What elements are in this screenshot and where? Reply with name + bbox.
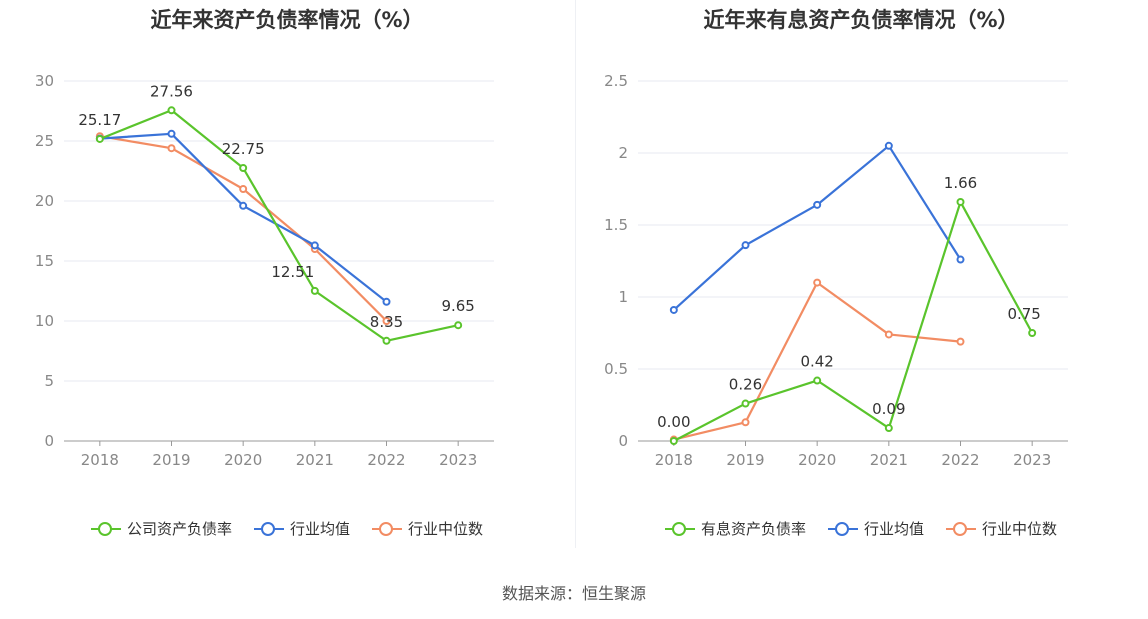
- data-point[interactable]: [884, 330, 893, 339]
- data-label: 1.66: [944, 174, 977, 192]
- y-tick-label: 2: [618, 144, 628, 162]
- y-tick-label: 15: [35, 252, 54, 270]
- legend-item[interactable]: 行业中位数: [372, 518, 483, 539]
- legend-item[interactable]: 公司资产负债率: [90, 518, 232, 539]
- data-point[interactable]: [167, 106, 176, 115]
- legend-item[interactable]: 有息资产负债率: [664, 518, 806, 539]
- data-point[interactable]: [239, 201, 248, 210]
- data-label: 8.35: [370, 313, 403, 331]
- chart-title: 近年来资产负债率情况（%）: [150, 8, 424, 32]
- chart-legend: 有息资产负债率 行业均值 行业中位数: [574, 518, 1148, 539]
- data-point[interactable]: [95, 134, 104, 143]
- y-tick-label: 0: [44, 432, 54, 450]
- y-tick-label: 20: [35, 192, 54, 210]
- data-point[interactable]: [884, 141, 893, 150]
- data-label: 22.75: [222, 140, 265, 158]
- chart-panel-debt-ratio: 近年来资产负债率情况（%） 0 5 10 15 20 25 30 2018 2019 2020 20…: [0, 0, 574, 560]
- y-tick-label: 30: [35, 72, 54, 90]
- legend-label: 公司资产负债率: [126, 520, 232, 538]
- data-point[interactable]: [741, 418, 750, 427]
- legend-swatch-icon: [372, 521, 402, 537]
- legend-swatch-icon: [946, 521, 976, 537]
- chart-panel-interest-debt-ratio: 近年来有息资产负债率情况（%） 0 0.5 1 1.5 2 2.5 2018 2019 2020…: [574, 0, 1148, 560]
- legend-swatch-icon: [827, 521, 858, 537]
- data-point[interactable]: [741, 241, 750, 250]
- data-point[interactable]: [884, 424, 893, 433]
- data-point[interactable]: [310, 286, 319, 295]
- data-point[interactable]: [239, 164, 248, 172]
- data-point[interactable]: [454, 321, 463, 330]
- y-tick-label: 10: [35, 312, 54, 330]
- y-tick-label: 0.5: [604, 360, 628, 378]
- data-point[interactable]: [813, 376, 822, 385]
- legend-item[interactable]: 行业均值: [827, 518, 924, 539]
- x-tick-label: 2023: [1013, 451, 1051, 469]
- legend-swatch-icon: [90, 521, 121, 537]
- data-point[interactable]: [239, 185, 248, 193]
- data-point[interactable]: [669, 305, 678, 314]
- data-point[interactable]: [382, 336, 391, 345]
- data-point[interactable]: [813, 200, 822, 209]
- y-tick-label: 0: [618, 432, 628, 450]
- data-point[interactable]: [741, 399, 750, 408]
- legend-label: 行业均值: [289, 520, 350, 538]
- y-tick-label: 2.5: [604, 72, 628, 90]
- data-label: 27.56: [150, 82, 193, 100]
- legend-label: 行业均值: [863, 520, 924, 538]
- data-source-note: 数据来源：恒生聚源: [501, 584, 646, 603]
- x-tick-label: 2023: [439, 451, 477, 469]
- legend-label: 行业中位数: [408, 520, 484, 538]
- x-tick-label: 2018: [81, 451, 119, 469]
- x-tick-label: 2019: [726, 451, 764, 469]
- legend-item[interactable]: 行业中位数: [946, 518, 1057, 539]
- y-tick-label: 1.5: [604, 216, 628, 234]
- y-tick-label: 1: [618, 288, 628, 306]
- data-point[interactable]: [310, 241, 319, 250]
- x-tick-label: 2020: [798, 451, 836, 469]
- data-point[interactable]: [956, 337, 965, 346]
- data-point[interactable]: [382, 297, 391, 306]
- x-tick-label: 2022: [941, 451, 979, 469]
- data-point[interactable]: [813, 278, 822, 287]
- chart-title: 近年来有息资产负债率情况（%）: [703, 8, 1019, 32]
- data-point[interactable]: [956, 255, 965, 264]
- data-label: 25.17: [78, 111, 121, 129]
- debt-ratio-chart: 0 5 10 15 20 25 30 2018 2019 2020 2021 2022 2023 25.1…: [35, 72, 494, 469]
- chart-legend: 公司资产负债率 行业均值 行业中位数: [0, 518, 574, 539]
- data-label: 0.26: [729, 376, 762, 394]
- data-label: 0.75: [1007, 305, 1040, 323]
- legend-item[interactable]: 行业均值: [253, 518, 350, 539]
- data-point[interactable]: [167, 129, 176, 138]
- data-label: 0.09: [872, 400, 905, 418]
- legend-swatch-icon: [664, 521, 695, 537]
- data-point[interactable]: [1028, 329, 1037, 337]
- y-tick-label: 5: [44, 372, 54, 390]
- y-tick-label: 25: [35, 132, 54, 150]
- x-tick-label: 2021: [296, 451, 334, 469]
- data-label: 12.51: [271, 263, 314, 281]
- series-line: [673, 200, 1034, 442]
- legend-swatch-icon: [253, 521, 284, 537]
- data-point[interactable]: [956, 197, 965, 206]
- data-point[interactable]: [669, 437, 678, 445]
- data-label: 0.00: [657, 413, 690, 431]
- x-tick-label: 2019: [152, 451, 190, 469]
- x-tick-label: 2020: [224, 451, 262, 469]
- legend-label: 有息资产负债率: [700, 520, 806, 538]
- interest-debt-ratio-chart: 0 0.5 1 1.5 2 2.5 2018 2019 2020 2021 2022 2023 0.00…: [604, 72, 1068, 469]
- series-line: [99, 109, 459, 342]
- data-point[interactable]: [382, 317, 391, 325]
- x-tick-label: 2021: [870, 451, 908, 469]
- data-label: 9.65: [441, 297, 474, 315]
- data-label: 0.42: [800, 353, 833, 371]
- panel-divider: [575, 0, 576, 548]
- legend-label: 行业中位数: [982, 520, 1058, 538]
- series-line: [99, 135, 388, 322]
- data-point[interactable]: [167, 144, 176, 153]
- x-tick-label: 2022: [367, 451, 405, 469]
- x-tick-label: 2018: [655, 451, 693, 469]
